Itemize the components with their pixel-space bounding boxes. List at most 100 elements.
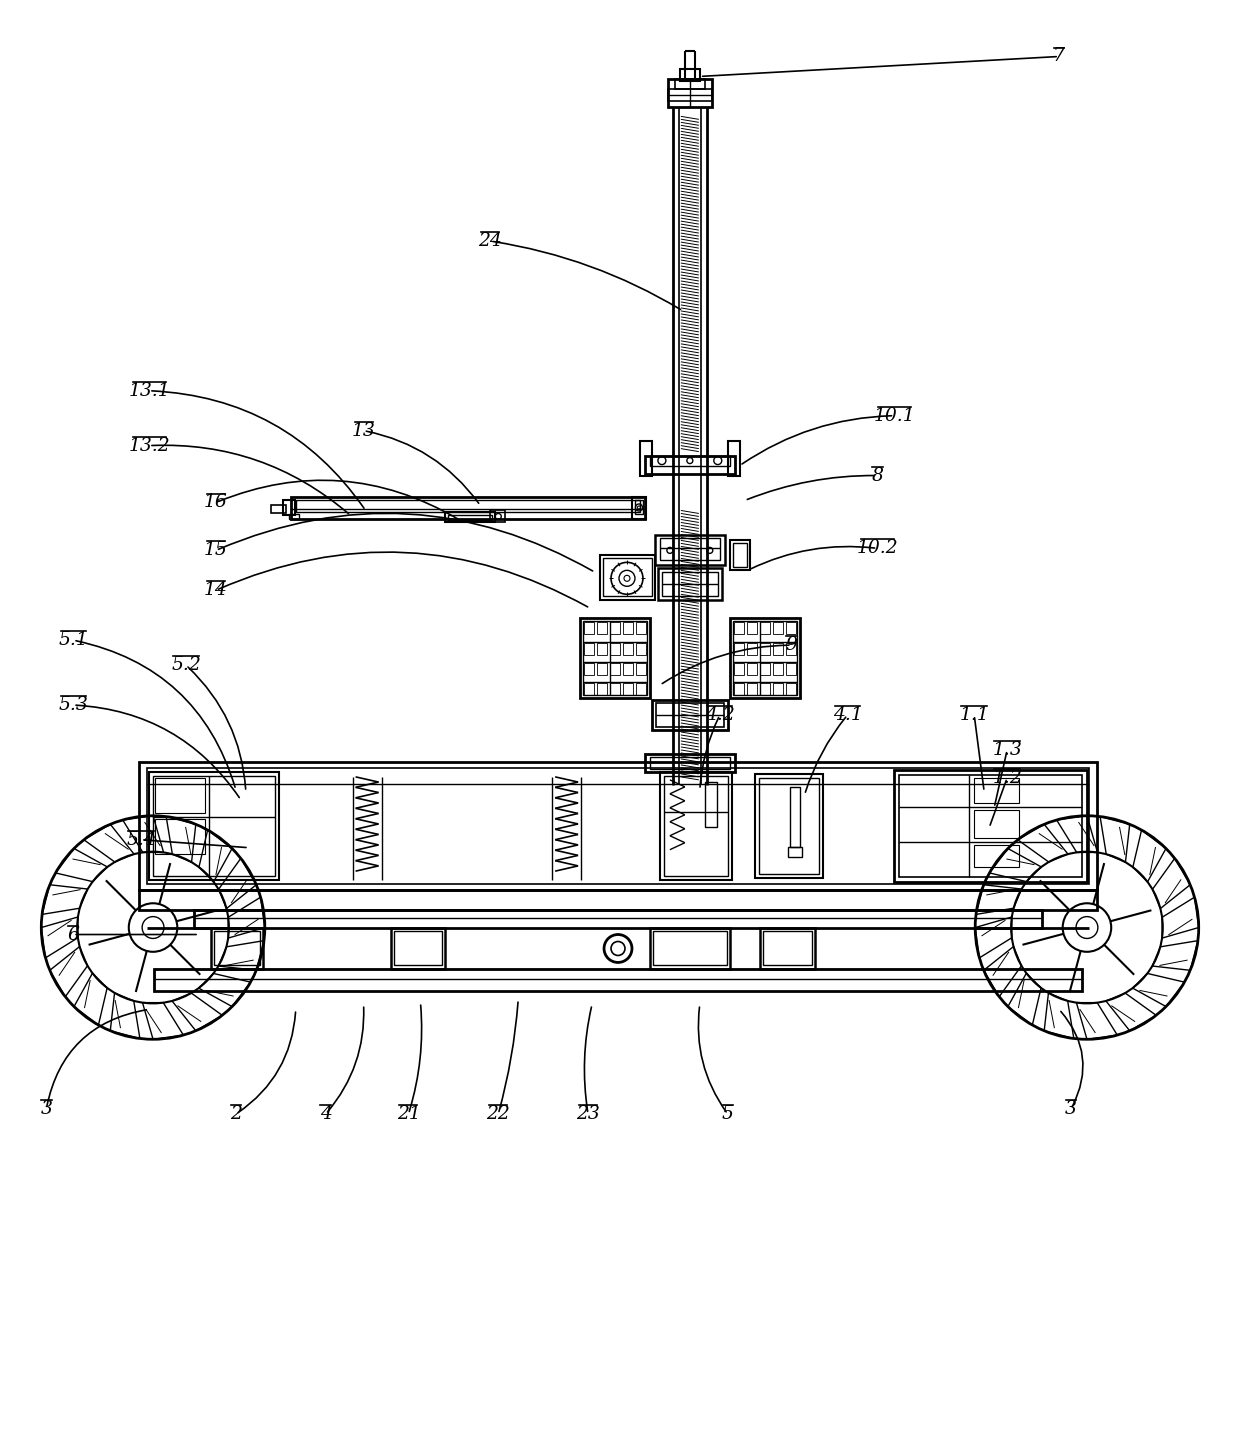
Bar [650,757,730,768]
Bar [596,684,608,695]
Bar [270,505,285,514]
Bar [393,931,443,965]
Bar [445,513,495,523]
Bar [622,643,632,655]
Bar [154,969,1083,979]
Bar [636,643,646,655]
Bar [894,770,1087,882]
Bar [584,622,594,635]
Bar [660,538,719,560]
Bar [139,890,1097,909]
Bar [773,643,782,655]
Bar [153,775,275,876]
Text: 13.2: 13.2 [128,437,170,455]
Text: 10.1: 10.1 [873,406,915,425]
Text: 15: 15 [205,541,228,560]
Bar [193,909,1042,928]
Bar [734,622,744,635]
Bar [786,684,796,695]
Bar [283,501,295,516]
Bar [668,89,712,102]
Bar [603,559,652,596]
Text: 5.2: 5.2 [171,656,201,673]
Bar [760,643,770,655]
Bar [652,699,728,729]
Bar [596,663,608,675]
Bar [746,643,756,655]
Bar [622,684,632,695]
Text: 1.3: 1.3 [992,741,1022,760]
Bar [636,622,646,635]
Bar [663,775,728,876]
Bar [746,622,756,635]
Bar [215,931,260,965]
Text: 5.3: 5.3 [58,696,88,714]
Bar [584,663,594,675]
Bar [899,775,1083,876]
Bar [645,754,735,773]
Bar [790,787,800,847]
Bar [640,441,652,475]
Bar [730,619,800,698]
Text: 6: 6 [67,926,79,943]
Bar [193,909,1042,918]
Bar [734,684,744,695]
Text: 9: 9 [786,636,797,655]
Text: 3: 3 [41,1100,52,1119]
Bar [610,663,620,675]
Text: 24: 24 [479,233,502,250]
Text: 7: 7 [1053,47,1065,66]
Bar [787,847,801,857]
Bar [680,69,699,82]
Text: 21: 21 [397,1106,420,1123]
Bar [295,501,640,513]
Text: 3: 3 [1065,1100,1076,1119]
Bar [746,663,756,675]
Bar [773,663,782,675]
Bar [583,622,647,695]
Bar [658,569,722,600]
Bar [584,643,594,655]
Bar [632,497,646,520]
Text: 4.1: 4.1 [832,707,862,724]
Bar [668,79,712,108]
Bar [490,510,505,523]
Bar [760,684,770,695]
Bar [656,704,724,727]
Bar [600,556,655,600]
Bar [786,622,796,635]
Bar [975,844,1019,867]
Bar [655,536,724,566]
Bar [155,819,205,853]
Bar [755,774,822,877]
Bar [148,768,1089,883]
Bar [580,619,650,698]
Bar [786,643,796,655]
Text: 5.4: 5.4 [126,831,156,849]
Text: 16: 16 [205,494,228,511]
Text: 10.2: 10.2 [857,540,898,557]
Bar [733,622,796,695]
Bar [211,928,263,969]
Text: 5: 5 [722,1106,734,1123]
Bar [139,763,1097,890]
Bar [149,773,279,880]
Bar [650,455,730,465]
Bar [975,778,1019,803]
Bar [773,622,782,635]
Text: 2: 2 [229,1106,242,1123]
Bar [290,497,645,520]
Bar [760,928,815,969]
Bar [773,684,782,695]
Bar [734,663,744,675]
Bar [610,643,620,655]
Bar [391,928,445,969]
Bar [622,622,632,635]
Text: 13: 13 [352,422,376,439]
Bar [596,643,608,655]
Bar [704,781,717,827]
Text: 1.1: 1.1 [960,707,990,724]
Bar [728,441,740,475]
Bar [610,684,620,695]
Bar [650,928,730,969]
